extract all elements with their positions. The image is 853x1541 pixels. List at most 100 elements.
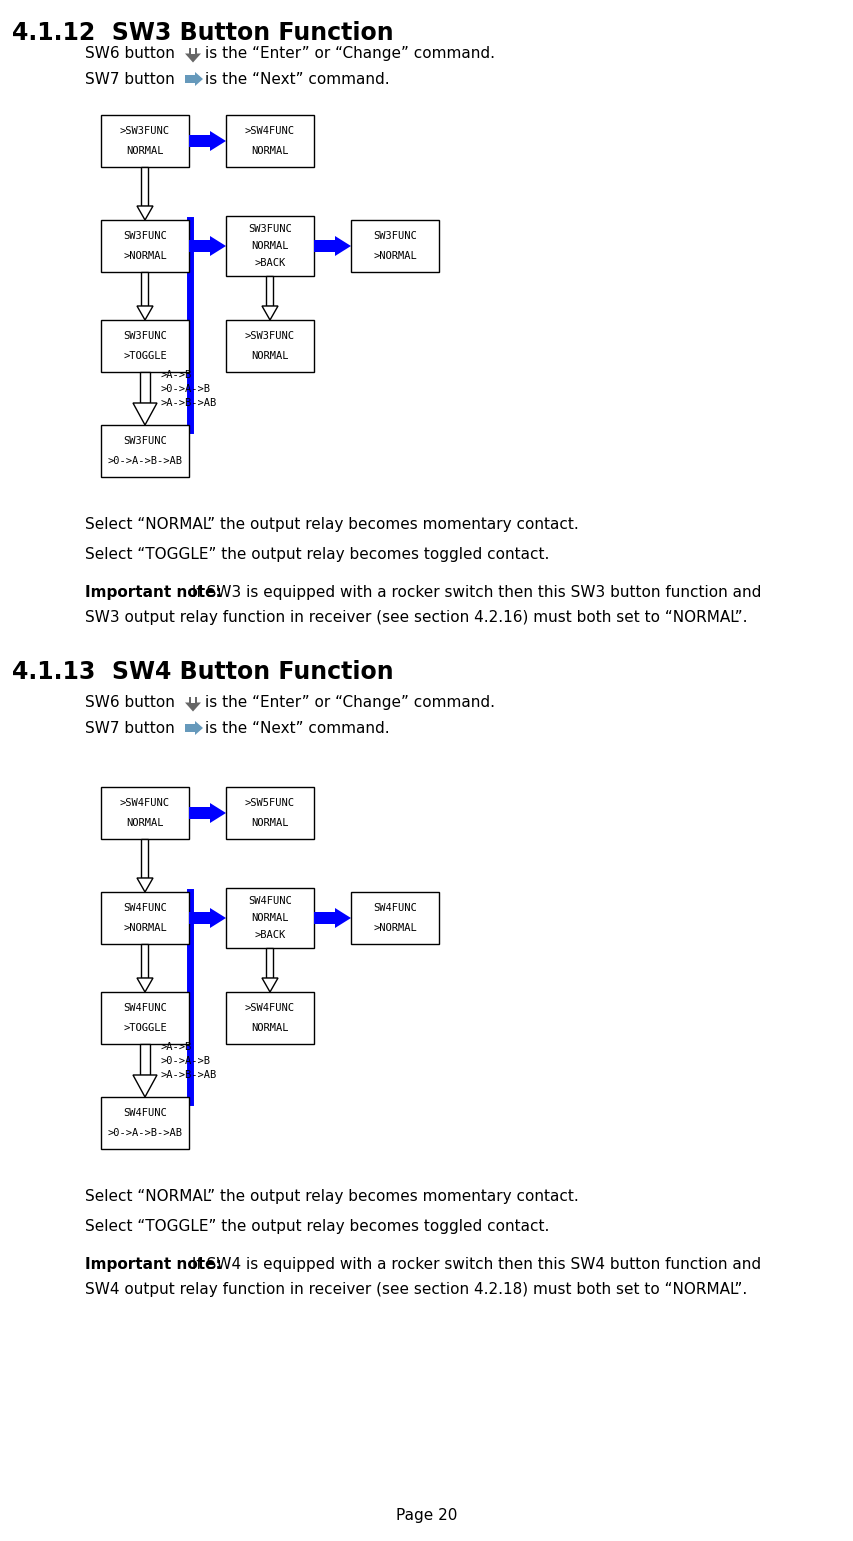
Polygon shape (133, 404, 157, 425)
Text: >A->B->AB: >A->B->AB (161, 1069, 217, 1080)
Text: >TOGGLE: >TOGGLE (123, 351, 166, 362)
Bar (142, 166, 148, 206)
Text: >SW4FUNC: >SW4FUNC (120, 798, 170, 807)
Text: 4.1.12  SW3 Button Function: 4.1.12 SW3 Button Function (12, 22, 393, 45)
Text: >0->A->B: >0->A->B (161, 384, 211, 393)
Text: is the “Enter” or “Change” command.: is the “Enter” or “Change” command. (205, 46, 495, 60)
Text: SW4 output relay function in receiver (see section 4.2.18) must both set to “NOR: SW4 output relay function in receiver (s… (85, 1282, 746, 1298)
Bar (266, 948, 273, 979)
Text: NORMAL: NORMAL (126, 818, 164, 829)
Text: Select “NORMAL” the output relay becomes momentary contact.: Select “NORMAL” the output relay becomes… (85, 1190, 578, 1204)
Bar (191, 48, 194, 54)
Bar (314, 912, 334, 925)
Text: Page 20: Page 20 (396, 1509, 457, 1523)
Polygon shape (185, 703, 200, 712)
Text: SW3 output relay function in receiver (see section 4.2.16) must both set to “NOR: SW3 output relay function in receiver (s… (85, 610, 746, 626)
Text: SW4FUNC: SW4FUNC (123, 1108, 166, 1117)
Text: NORMAL: NORMAL (126, 146, 164, 156)
Polygon shape (262, 979, 278, 992)
Text: SW3FUNC: SW3FUNC (373, 231, 416, 240)
FancyBboxPatch shape (226, 992, 314, 1043)
Text: >A->B: >A->B (161, 370, 192, 379)
Bar (140, 371, 150, 404)
Bar (314, 240, 334, 253)
Polygon shape (136, 307, 153, 321)
Bar (189, 807, 210, 818)
Polygon shape (334, 908, 351, 928)
Text: NORMAL: NORMAL (251, 1023, 288, 1034)
Text: If SW4 is equipped with a rocker switch then this SW4 button function and: If SW4 is equipped with a rocker switch … (187, 1257, 760, 1271)
Text: Important note:: Important note: (85, 1257, 222, 1271)
Text: is the “Next” command.: is the “Next” command. (205, 71, 389, 86)
Polygon shape (194, 72, 203, 86)
Text: >SW4FUNC: >SW4FUNC (245, 1003, 294, 1012)
FancyBboxPatch shape (101, 425, 189, 478)
Bar (189, 136, 210, 146)
Text: >0->A->B->AB: >0->A->B->AB (107, 456, 183, 467)
Text: >SW5FUNC: >SW5FUNC (245, 798, 294, 807)
Bar (142, 838, 148, 878)
Bar (189, 240, 210, 253)
Text: >TOGGLE: >TOGGLE (123, 1023, 166, 1034)
FancyBboxPatch shape (101, 1097, 189, 1150)
Bar (185, 76, 194, 83)
Text: 4.1.13  SW4 Button Function: 4.1.13 SW4 Button Function (12, 660, 393, 684)
Text: SW4FUNC: SW4FUNC (123, 1003, 166, 1012)
Text: is the “Enter” or “Change” command.: is the “Enter” or “Change” command. (205, 695, 495, 709)
Bar (140, 1043, 150, 1076)
Text: SW4FUNC: SW4FUNC (373, 903, 416, 912)
Bar (189, 697, 197, 703)
Text: If SW3 is equipped with a rocker switch then this SW3 button function and: If SW3 is equipped with a rocker switch … (187, 586, 761, 599)
Text: >NORMAL: >NORMAL (123, 251, 166, 262)
FancyBboxPatch shape (101, 992, 189, 1043)
Bar (185, 724, 194, 732)
Text: Important note:: Important note: (85, 586, 222, 599)
Text: NORMAL: NORMAL (251, 146, 288, 156)
Text: >SW4FUNC: >SW4FUNC (245, 126, 294, 136)
Polygon shape (136, 878, 153, 892)
Polygon shape (210, 908, 226, 928)
Text: >NORMAL: >NORMAL (123, 923, 166, 934)
Text: SW3FUNC: SW3FUNC (123, 331, 166, 341)
FancyBboxPatch shape (101, 116, 189, 166)
Text: is the “Next” command.: is the “Next” command. (205, 721, 389, 735)
FancyBboxPatch shape (351, 892, 438, 945)
FancyBboxPatch shape (226, 321, 314, 371)
FancyBboxPatch shape (101, 220, 189, 273)
Text: NORMAL: NORMAL (251, 240, 288, 251)
Text: >BACK: >BACK (254, 259, 285, 268)
Polygon shape (262, 307, 278, 321)
Text: SW6 button: SW6 button (85, 46, 175, 60)
Polygon shape (210, 236, 226, 256)
FancyBboxPatch shape (226, 888, 314, 948)
Polygon shape (185, 54, 200, 63)
Text: >SW3FUNC: >SW3FUNC (245, 331, 294, 341)
Text: Select “TOGGLE” the output relay becomes toggled contact.: Select “TOGGLE” the output relay becomes… (85, 1219, 548, 1234)
Text: >0->A->B: >0->A->B (161, 1056, 211, 1065)
Bar (189, 48, 197, 54)
Bar (191, 697, 194, 703)
FancyBboxPatch shape (101, 787, 189, 838)
Text: NORMAL: NORMAL (251, 912, 288, 923)
Polygon shape (210, 803, 226, 823)
Text: SW4FUNC: SW4FUNC (123, 903, 166, 912)
Text: SW3FUNC: SW3FUNC (123, 231, 166, 240)
Bar (266, 276, 273, 307)
Text: >NORMAL: >NORMAL (373, 923, 416, 934)
Polygon shape (136, 206, 153, 220)
Text: >A->B: >A->B (161, 1042, 192, 1051)
Text: SW6 button: SW6 button (85, 695, 175, 709)
Polygon shape (334, 236, 351, 256)
FancyBboxPatch shape (351, 220, 438, 273)
Text: SW3FUNC: SW3FUNC (248, 223, 292, 234)
FancyBboxPatch shape (226, 787, 314, 838)
Polygon shape (194, 721, 203, 735)
Text: NORMAL: NORMAL (251, 351, 288, 362)
Text: >A->B->AB: >A->B->AB (161, 398, 217, 407)
Text: SW7 button: SW7 button (85, 721, 175, 735)
Text: >NORMAL: >NORMAL (373, 251, 416, 262)
Text: >SW3FUNC: >SW3FUNC (120, 126, 170, 136)
Text: SW4FUNC: SW4FUNC (248, 895, 292, 906)
FancyBboxPatch shape (101, 892, 189, 945)
FancyBboxPatch shape (226, 216, 314, 276)
